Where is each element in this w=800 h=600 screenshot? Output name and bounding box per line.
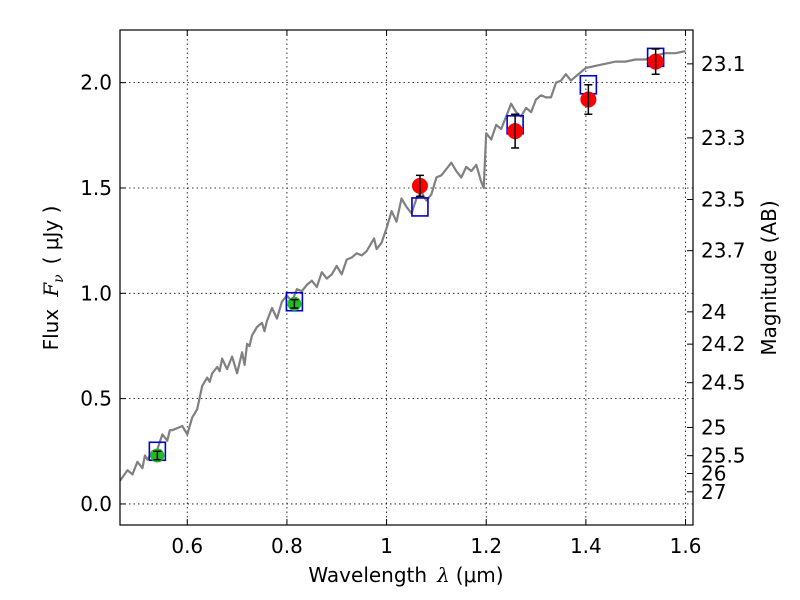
x-axis-label: Wavelength λ (μm) [308,563,503,587]
plot-frame [119,29,694,526]
axis-ticks: 0.6 0.8 1 1.2 1.4 1.6 0.0 0.5 1.0 1.5 2.0 23.1 23.3 2… [80,30,746,558]
magnitude-tick-label: 23.1 [701,52,746,76]
x-tick-label: 1.6 [670,534,702,558]
magnitude-tick-label: 25.5 [701,444,746,468]
y-axis-label-subscript: ν [51,274,67,283]
grid [120,30,693,525]
magnitude-tick-label: 23.5 [701,187,746,211]
y-axis-label-unit: ( μJy ) [39,206,63,265]
magnitude-tick-label: 23.7 [701,239,746,263]
magnitude-tick-label: 27 [701,480,726,504]
y-tick-label: 0.0 [80,492,112,516]
magnitude-tick-label: 23.3 [701,126,746,150]
plot-area [119,47,686,482]
x-tick-label: 1.2 [470,534,502,558]
y-tick-label: 0.5 [80,387,112,411]
magnitude-tick-label: 24.5 [701,371,746,395]
magnitude-tick-label: 24.2 [701,332,746,356]
x-tick-label: 0.6 [171,534,203,558]
y-tick-label: 1.0 [80,281,112,305]
y-tick-label: 2.0 [80,71,112,95]
x-tick-label: 1 [380,534,393,558]
x-tick-label: 1.4 [570,534,602,558]
x-axis-label-unit: (μm) [456,563,504,587]
magnitude-axis-label: Magnitude (AB) [757,200,781,355]
model-photometry-box [411,197,429,217]
magnitude-tick-label: 24 [701,300,726,324]
y-axis-label-symbol: F [39,282,63,298]
y-axis-label: Flux Fν ( μJy ) [39,206,67,351]
magnitude-tick-label: 26 [701,461,726,485]
y-tick-label: 1.5 [80,176,112,200]
model-spectrum-line [119,50,686,482]
x-axis-label-text: Wavelength [308,563,427,587]
x-tick-label: 0.8 [271,534,303,558]
x-axis-label-symbol: λ [436,563,450,587]
y-axis-label-text: Flux [39,309,63,351]
magnitude-tick-label: 25 [701,415,726,439]
